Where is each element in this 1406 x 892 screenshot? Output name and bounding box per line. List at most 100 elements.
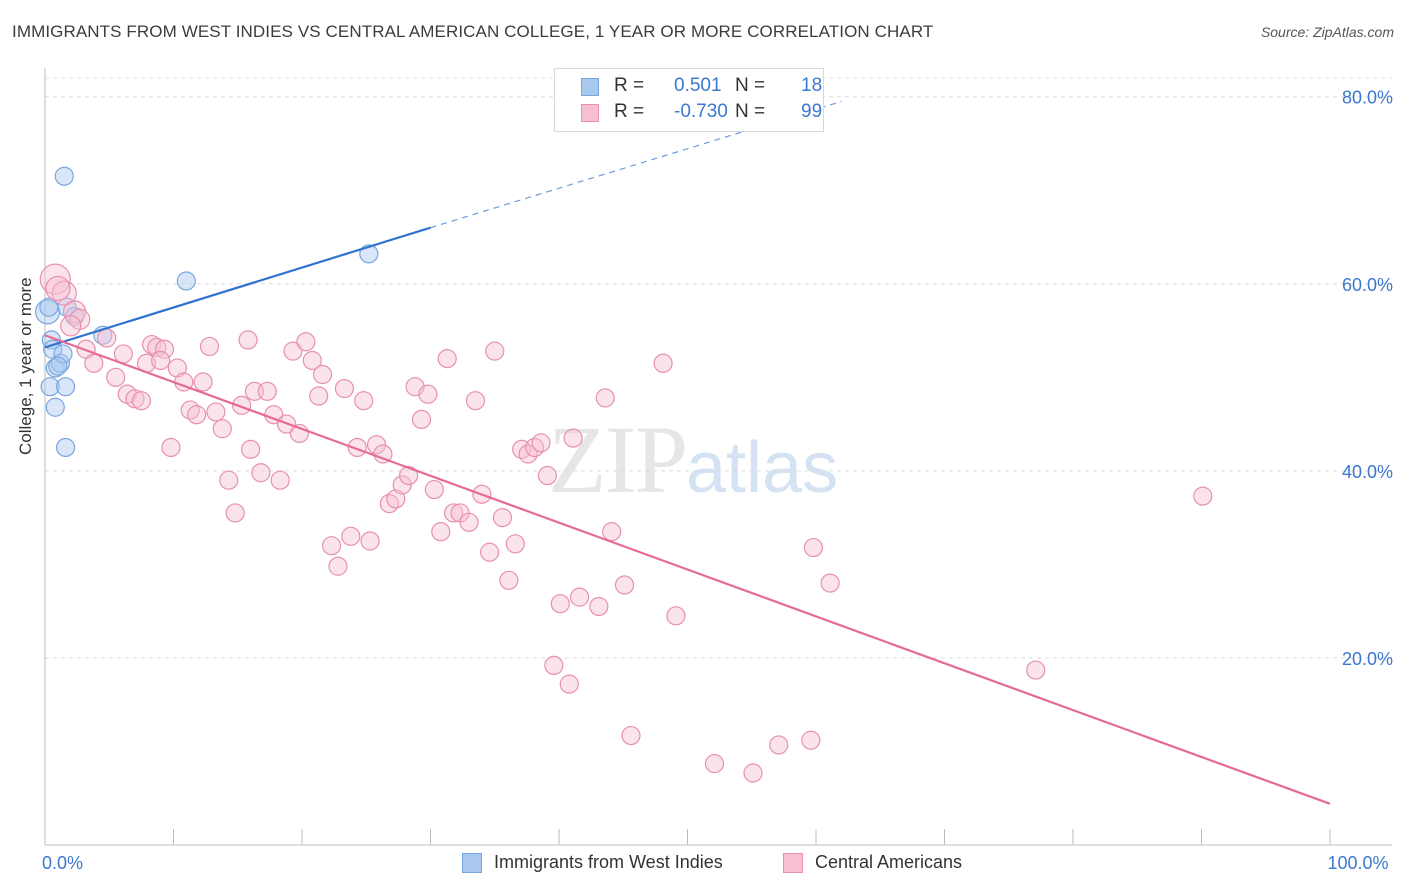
central-americans-point xyxy=(113,344,133,364)
central-americans-point xyxy=(257,381,277,401)
central-americans-point xyxy=(480,542,500,562)
central-americans-point xyxy=(142,334,162,355)
central-americans-point xyxy=(60,315,82,337)
central-americans-point xyxy=(131,391,151,411)
legend-n-value: 99 xyxy=(801,101,823,122)
central-americans-point xyxy=(505,534,525,554)
central-americans-point xyxy=(354,391,374,411)
west-indies-point xyxy=(48,356,68,376)
x-tick-label: 0.0% xyxy=(42,853,83,873)
bottom-legend-swatch-west-indies xyxy=(462,853,482,873)
legend-n-label: N = xyxy=(735,75,766,96)
bottom-legend-label-central-americans: Central Americans xyxy=(815,852,963,872)
central-americans-point xyxy=(621,725,641,746)
central-americans-point xyxy=(485,341,505,361)
west-indies-point xyxy=(45,397,65,417)
central-americans-point xyxy=(334,378,355,399)
west-indies-point xyxy=(54,166,74,186)
central-americans-point xyxy=(563,428,583,448)
central-americans-point xyxy=(84,353,104,373)
central-americans-point xyxy=(193,372,213,392)
central-americans-point xyxy=(424,479,444,500)
central-americans-point xyxy=(199,336,220,357)
west-indies-trendline-extension xyxy=(430,100,842,229)
central-americans-trendline xyxy=(44,334,1331,805)
central-americans-point xyxy=(1193,486,1213,506)
central-americans-point xyxy=(602,522,622,542)
legend-r-value: -0.730 xyxy=(674,101,728,122)
central-americans-point xyxy=(45,275,71,302)
y-axis-label: College, 1 year or more xyxy=(16,277,35,455)
central-americans-point xyxy=(270,470,290,490)
west-indies-point xyxy=(176,271,196,291)
central-americans-point xyxy=(569,587,590,607)
chart-title: IMMIGRANTS FROM WEST INDIES VS CENTRAL A… xyxy=(12,22,934,41)
west-indies-point xyxy=(39,297,59,317)
legend-r-value: 0.501 xyxy=(674,75,722,96)
central-americans-point xyxy=(296,332,316,352)
y-tick-label: 20.0% xyxy=(1342,649,1393,669)
central-americans-point xyxy=(544,655,564,676)
central-americans-point xyxy=(321,536,342,556)
central-americans-point xyxy=(232,395,252,415)
central-americans-point xyxy=(589,596,609,617)
x-tick-label: 100.0% xyxy=(1327,853,1388,873)
legend-n-value: 18 xyxy=(801,75,823,96)
west-indies-point xyxy=(53,344,73,364)
bottom-legend-label-west-indies: Immigrants from West Indies xyxy=(494,852,723,872)
central-americans-point xyxy=(187,405,207,425)
central-americans-point xyxy=(704,754,725,774)
central-americans-point xyxy=(743,763,763,783)
central-americans-point xyxy=(531,433,551,453)
central-americans-point xyxy=(418,384,438,404)
central-americans-point xyxy=(151,350,171,371)
central-americans-point xyxy=(595,388,615,408)
central-americans-point xyxy=(347,437,367,458)
central-americans-point xyxy=(803,537,824,558)
central-americans-point xyxy=(366,435,387,455)
central-americans-point xyxy=(386,489,406,509)
y-tick-label: 80.0% xyxy=(1342,88,1393,108)
central-americans-point xyxy=(106,367,126,387)
central-americans-point xyxy=(614,575,635,595)
central-americans-point xyxy=(161,437,181,458)
central-americans-point xyxy=(283,341,303,361)
y-tick-label: 40.0% xyxy=(1342,462,1393,482)
central-americans-point xyxy=(251,463,271,483)
source-label: Source: ZipAtlas.com xyxy=(1260,24,1394,40)
central-americans-point xyxy=(653,353,673,373)
central-americans-point xyxy=(241,439,261,459)
west-indies-point xyxy=(55,377,76,397)
central-americans-point xyxy=(225,503,245,523)
central-americans-point xyxy=(97,328,117,348)
central-americans-point xyxy=(769,735,789,755)
central-americans-point xyxy=(411,409,432,430)
central-americans-point xyxy=(820,573,840,593)
central-americans-point xyxy=(39,263,71,295)
legend-swatch-central-americans xyxy=(581,104,599,122)
central-americans-point xyxy=(431,522,451,542)
legend-swatch-west-indies xyxy=(581,78,599,96)
central-americans-point xyxy=(341,526,361,546)
central-americans-point xyxy=(328,556,348,576)
correlation-legend: R = 0.501 N = 18 R = -0.730 N = 99 xyxy=(554,68,824,132)
west-indies-trendline xyxy=(44,226,431,349)
central-americans-point xyxy=(499,570,519,590)
central-americans-point xyxy=(360,531,380,551)
central-americans-point xyxy=(801,730,821,750)
central-americans-point xyxy=(492,508,513,528)
central-americans-point xyxy=(309,386,329,406)
central-americans-point xyxy=(392,475,412,495)
central-americans-point xyxy=(559,674,579,694)
central-americans-point xyxy=(167,358,187,378)
bottom-legend-swatch-central-americans xyxy=(783,853,803,873)
legend-n-label: N = xyxy=(735,101,766,122)
central-americans-point xyxy=(154,339,175,359)
legend-r-label: R = xyxy=(614,101,645,122)
central-americans-point xyxy=(537,465,558,486)
central-americans-point xyxy=(666,606,686,626)
central-americans-point xyxy=(312,364,333,385)
legend-r-label: R = xyxy=(614,75,645,96)
central-americans-point xyxy=(444,503,464,523)
